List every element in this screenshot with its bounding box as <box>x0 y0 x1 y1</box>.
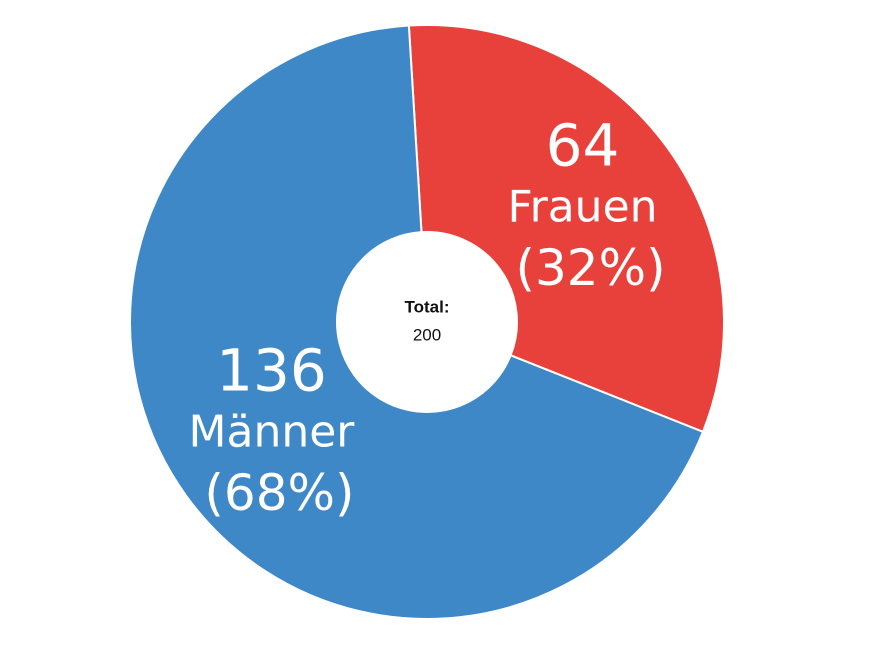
value-label: 136 <box>216 337 327 405</box>
value-label: 64 <box>546 112 620 180</box>
total-label: Total: <box>404 297 449 316</box>
donut-hole <box>337 232 517 412</box>
category-label: Männer <box>189 407 356 458</box>
percentage-label: (32%) <box>515 239 665 297</box>
total-value: 200 <box>413 325 441 344</box>
donut-slice <box>129 24 705 620</box>
percentage-label: (68%) <box>204 464 354 522</box>
category-label: Frauen <box>508 181 658 232</box>
